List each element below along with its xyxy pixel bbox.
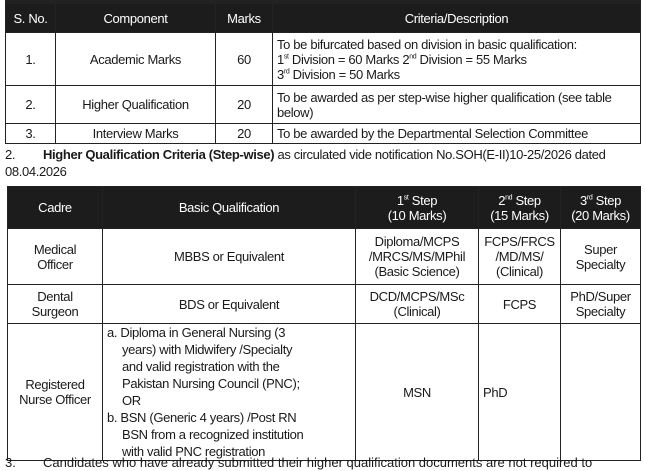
ordinal-suffix: rd — [586, 194, 593, 202]
paragraph-2: 2. Higher Qualification Criteria (Step-wi… — [5, 146, 637, 180]
row-step2: PhD — [478, 323, 561, 461]
table-row: 1. Academic Marks 60 To be bifurcated ba… — [5, 32, 641, 86]
row-component: Interview Marks — [55, 123, 216, 144]
higher-qualification-table: Cadre Basic Qualification 1st Step (10 Ma… — [7, 186, 641, 461]
step-marks: (10 Marks) — [387, 207, 447, 223]
division-text: Division = 55 Marks — [416, 51, 528, 67]
division-text: Division = 50 Marks — [289, 66, 401, 82]
row-step1: Diploma/MCPS /MRCS/MS/MPhil (Basic Scien… — [355, 228, 479, 285]
row-cadre: Medical Officer — [7, 228, 103, 285]
row-basic: BDS or Equivalent — [102, 284, 356, 324]
row-step1: DCD/MCPS/MSc (Clinical) — [355, 284, 479, 324]
ordinal: 1 — [396, 192, 404, 208]
table-row: Dental Surgeon BDS or Equivalent DCD/MCP… — [7, 284, 641, 324]
step-marks: (20 Marks) — [571, 207, 630, 223]
ordinal-suffix: nd — [409, 53, 417, 61]
row-sno: 1. — [5, 32, 56, 86]
header-basic-qualification: Basic Qualification — [102, 186, 356, 229]
step-marks: (15 Marks) — [490, 207, 549, 223]
row-marks: 20 — [215, 123, 273, 144]
row-description: To be awarded by the Departmental Select… — [272, 123, 641, 144]
ordinal: 2 — [498, 192, 506, 208]
header-cadre: Cadre — [7, 186, 103, 229]
table-row: Registered Nurse Officer a. Diploma in G… — [7, 323, 641, 461]
row-step3: Super Specialty — [560, 228, 641, 285]
header-component: Component — [55, 3, 216, 33]
division-text: Division = 60 Marks — [288, 51, 403, 67]
paragraph-heading: Higher Qualification Criteria (Step-wise… — [43, 147, 275, 162]
ordinal-suffix: rd — [283, 68, 290, 76]
desc-division3: 3rd Division = 50 Marks — [277, 67, 636, 82]
paragraph-3: 3. Candidates who have already submitted … — [5, 454, 637, 471]
row-basic: a. Diploma in General Nursing (3 years) … — [102, 323, 356, 461]
header-marks: Marks — [215, 3, 273, 33]
row-step2: FCPS/FRCS /MD/MS/ (Clinical) — [478, 228, 561, 285]
row-component: Higher Qualification — [55, 85, 216, 124]
desc-divisions: 1st Division = 60 Marks 2nd Division = 5… — [277, 52, 636, 67]
header-step2: 2nd Step (15 Marks) — [478, 186, 561, 229]
table-row: Medical Officer MBBS or Equivalent Diplo… — [7, 228, 641, 285]
header-sno: S. No. — [5, 3, 56, 33]
row-step2: FCPS — [478, 284, 561, 324]
row-basic: MBBS or Equivalent — [102, 228, 356, 285]
ordinal-suffix: st — [403, 194, 409, 202]
row-cadre: Registered Nurse Officer — [7, 323, 103, 461]
paragraph-number: 2. — [5, 147, 16, 162]
row-description: To be bifurcated based on division in ba… — [272, 32, 641, 86]
table-row: 2. Higher Qualification 20 To be awarded… — [5, 85, 641, 124]
table-row: 3. Interview Marks 20 To be awarded by t… — [5, 123, 641, 144]
basic-option-b: b. BSN (Generic 4 years) /Post RN BSN fr… — [107, 410, 304, 459]
table-top-edge — [5, 0, 641, 3]
step-label: Step — [408, 192, 438, 208]
row-component: Academic Marks — [55, 32, 216, 86]
row-sno: 2. — [5, 85, 56, 124]
row-step3 — [560, 323, 641, 461]
ordinal: 2 — [402, 51, 410, 67]
basic-option-a: a. Diploma in General Nursing (3 years) … — [107, 325, 300, 408]
paragraph-text: as circulated vide notification No.SOH(E… — [5, 147, 606, 179]
row-cadre: Dental Surgeon — [7, 284, 103, 324]
row-marks: 60 — [215, 32, 273, 86]
table-header-row: Cadre Basic Qualification 1st Step (10 Ma… — [7, 186, 641, 229]
row-step3: PhD/Super Specialty — [560, 284, 641, 324]
step-label: Step — [592, 192, 622, 208]
header-criteria: Criteria/Description — [272, 3, 641, 33]
header-step1: 1st Step (10 Marks) — [355, 186, 479, 229]
row-marks: 20 — [215, 85, 273, 124]
row-sno: 3. — [5, 123, 56, 144]
ordinal: 3 — [579, 192, 587, 208]
ordinal-suffix: st — [283, 53, 289, 61]
ordinal: 1 — [277, 51, 284, 67]
ordinal-suffix: nd — [505, 194, 513, 202]
header-step3: 3rd Step (20 Marks) — [560, 186, 641, 229]
ordinal: 3 — [277, 66, 284, 82]
row-description: To be awarded as per step-wise higher qu… — [272, 85, 641, 124]
desc-line: To be bifurcated based on division in ba… — [277, 36, 577, 52]
paragraph-number: 3. — [5, 455, 16, 470]
marks-distribution-table: S. No. Component Marks Criteria/Descript… — [5, 3, 641, 144]
table-header-row: S. No. Component Marks Criteria/Descript… — [5, 3, 641, 33]
row-step1: MSN — [355, 323, 479, 461]
paragraph-text: Candidates who have already submitted th… — [43, 455, 593, 470]
step-label: Step — [512, 192, 541, 208]
